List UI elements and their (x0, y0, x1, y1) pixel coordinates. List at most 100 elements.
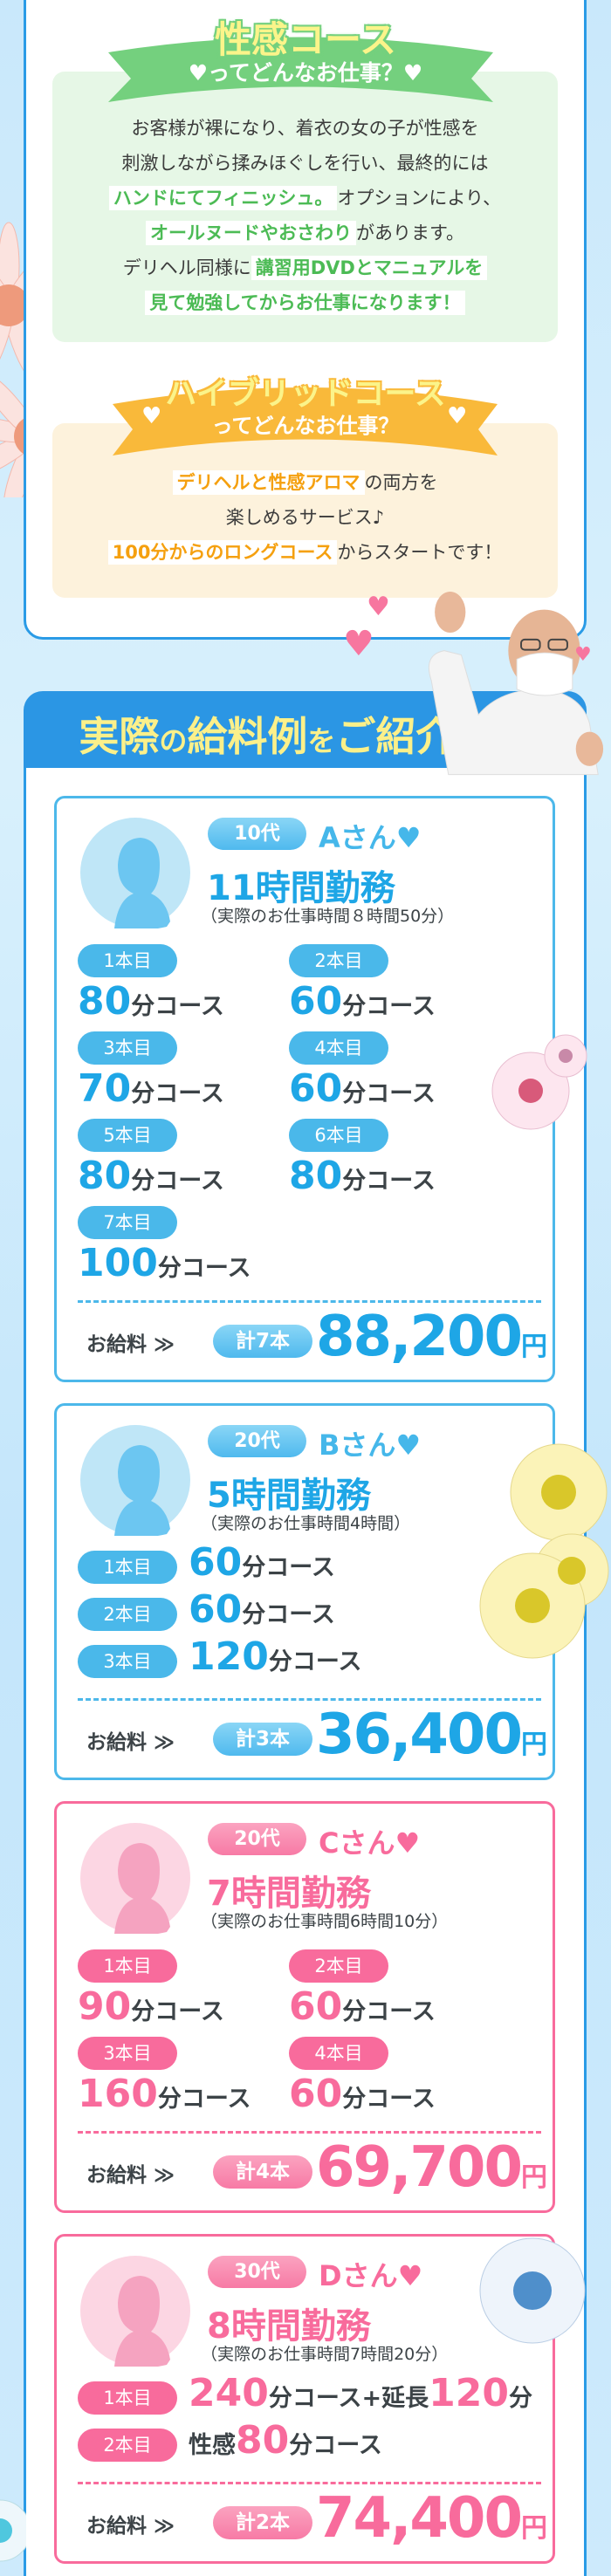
salary-amount: 74,400円 (316, 2486, 547, 2551)
work-hours: 7時間勤務 (207, 1874, 371, 1914)
heading-segment: 給料例 (187, 713, 308, 760)
salary-example-card: 30代 Dさん♥ 8時間勤務 （実際のお仕事時間7時間20分） 1本目 240分コース+延… (54, 2234, 555, 2564)
heading-segment: 実際 (79, 713, 160, 760)
course-minutes: 120 (429, 2371, 509, 2415)
course-text: 分コース (242, 1554, 335, 1581)
course-number-badge: 1本目 (78, 1551, 177, 1584)
course-number-badge: 2本目 (289, 1949, 388, 1983)
course-value: 120分コース (189, 1634, 362, 1679)
salary-value: 36,400 (316, 1702, 523, 1767)
course-value: 90分コース (78, 1984, 224, 2029)
age-badge: 30代 (208, 2256, 306, 2288)
heart-icon: ♥ (343, 624, 374, 664)
course-minutes: 90 (78, 1984, 132, 2029)
avatar-silhouette (80, 818, 190, 928)
course-number-badge: 2本目 (289, 944, 388, 977)
staff-photo (428, 592, 604, 776)
text-segment: があります。 (356, 223, 464, 243)
highlight-text: 講習用DVDとマニュアルを (251, 256, 488, 280)
avatar-silhouette (80, 2256, 190, 2367)
description-line: お客様が裸になり、着衣の女の子が性感を (52, 111, 558, 146)
divider-dashed (78, 1300, 541, 1303)
course-count-badge: 計4本 (213, 2155, 312, 2189)
course-text: 分コース (157, 1255, 251, 1282)
yen-unit: 円 (520, 1332, 547, 1362)
salary-amount: 88,200円 (316, 1305, 547, 1369)
course-number-badge: 6本目 (289, 1119, 388, 1152)
flower-decoration-yellow (479, 1443, 609, 1659)
course-number-badge: 4本目 (289, 2037, 388, 2070)
course-value: 60分コース (289, 2072, 436, 2116)
salary-example-card: 20代 Bさん♥ 5時間勤務 （実際のお仕事時間4時間） 1本目 60分コース 2本目 60分… (54, 1403, 555, 1780)
course-minutes: 60 (289, 979, 343, 1024)
course-number-badge: 1本目 (78, 2381, 177, 2415)
salary-label: お給料 ≫ (86, 2164, 175, 2187)
salary-amount: 36,400円 (316, 1702, 547, 1767)
course-number-badge: 2本目 (78, 1598, 177, 1631)
course-minutes: 60 (189, 1540, 243, 1585)
worker-name: Cさん♥ (319, 1826, 421, 1860)
course-text: 分コース (157, 2086, 251, 2113)
course-value: 60分コース (189, 1540, 335, 1585)
avatar-silhouette (80, 1425, 190, 1536)
actual-work-time: （実際のお仕事時間８時間50分） (201, 907, 455, 926)
yen-unit: 円 (520, 2162, 547, 2193)
course-text: 分コース (131, 1080, 224, 1107)
text-segment: 楽しめるサービス♪ (225, 507, 385, 528)
actual-work-time: （実際のお仕事時間4時間） (201, 1514, 411, 1533)
course-minutes: 160 (78, 2072, 158, 2116)
flower-decoration-blue (479, 2237, 586, 2344)
description-line: 刺激しながら揉みほぐしを行い、最終的には (52, 146, 558, 181)
course-text: 分 (509, 2385, 532, 2412)
text-segment: オプションにより、 (337, 188, 502, 209)
course-text: 分コース (289, 2432, 382, 2459)
description-line: 見て勉強してからお仕事になります！ (52, 285, 558, 320)
course-count-badge: 計2本 (213, 2506, 312, 2539)
course-text: 分コース (242, 1601, 335, 1628)
hybrid-subtitle: ってどんなお仕事？ (211, 414, 400, 438)
course-minutes: 240 (189, 2371, 269, 2415)
course-minutes: 60 (289, 1984, 343, 2029)
course-value: 80分コース (289, 1154, 436, 1198)
highlight-text: 見て勉強してからお仕事になります！ (145, 291, 465, 315)
course-minutes: 120 (189, 1634, 269, 1679)
salary-value: 74,400 (316, 2486, 523, 2551)
description-line: デリヘルと性感アロマ の両方を (52, 465, 558, 500)
course-number-badge: 3本目 (78, 1645, 177, 1678)
course-value: 性感80分コース (189, 2418, 382, 2463)
avatar-silhouette (80, 1823, 190, 1934)
course-text: 分コース+延長 (268, 2385, 429, 2412)
course-number-badge: 5本目 (78, 1119, 177, 1152)
course-value: 80分コース (78, 1154, 224, 1198)
text-segment: からスタートです！ (337, 542, 503, 563)
course-minutes: 60 (189, 1587, 243, 1632)
course-value: 80分コース (78, 979, 224, 1024)
seikan-title: 性感コース (215, 18, 396, 61)
course-minutes: 80 (78, 1154, 132, 1198)
course-number-badge: 7本目 (78, 1206, 177, 1239)
heading-segment: の (159, 724, 188, 757)
yen-unit: 円 (520, 1730, 547, 1760)
highlight-text: ハンドにてフィニッシュ。 (108, 186, 338, 210)
course-minutes: 80 (78, 979, 132, 1024)
work-hours: 8時間勤務 (207, 2306, 371, 2346)
divider-dashed (78, 1698, 541, 1701)
course-value: 240分コース+延長120分 (189, 2371, 532, 2415)
description-line: ハンドにてフィニッシュ。 オプションにより、 (52, 181, 558, 216)
course-value: 60分コース (289, 979, 436, 1024)
course-count-badge: 計3本 (213, 1723, 312, 1756)
description-line: 100分からのロングコース からスタートです！ (52, 535, 558, 570)
course-text: 分コース (131, 1168, 224, 1195)
salary-value: 69,700 (316, 2135, 523, 2200)
seikan-ribbon (108, 37, 493, 102)
actual-work-time: （実際のお仕事時間7時間20分） (201, 2345, 449, 2364)
heading-segment: を (307, 724, 336, 757)
hybrid-description: デリヘルと性感アロマ の両方を楽しめるサービス♪ 100分からのロングコース からスタ… (52, 465, 558, 570)
course-minutes: 60 (289, 2072, 343, 2116)
course-text: 分コース (268, 1648, 362, 1675)
text-segment: の両方を (364, 472, 438, 493)
course-value: 100分コース (78, 1241, 251, 1285)
highlight-text: 100分からのロングコース (107, 540, 338, 565)
yen-unit: 円 (520, 2513, 547, 2544)
course-number-badge: 1本目 (78, 1949, 177, 1983)
